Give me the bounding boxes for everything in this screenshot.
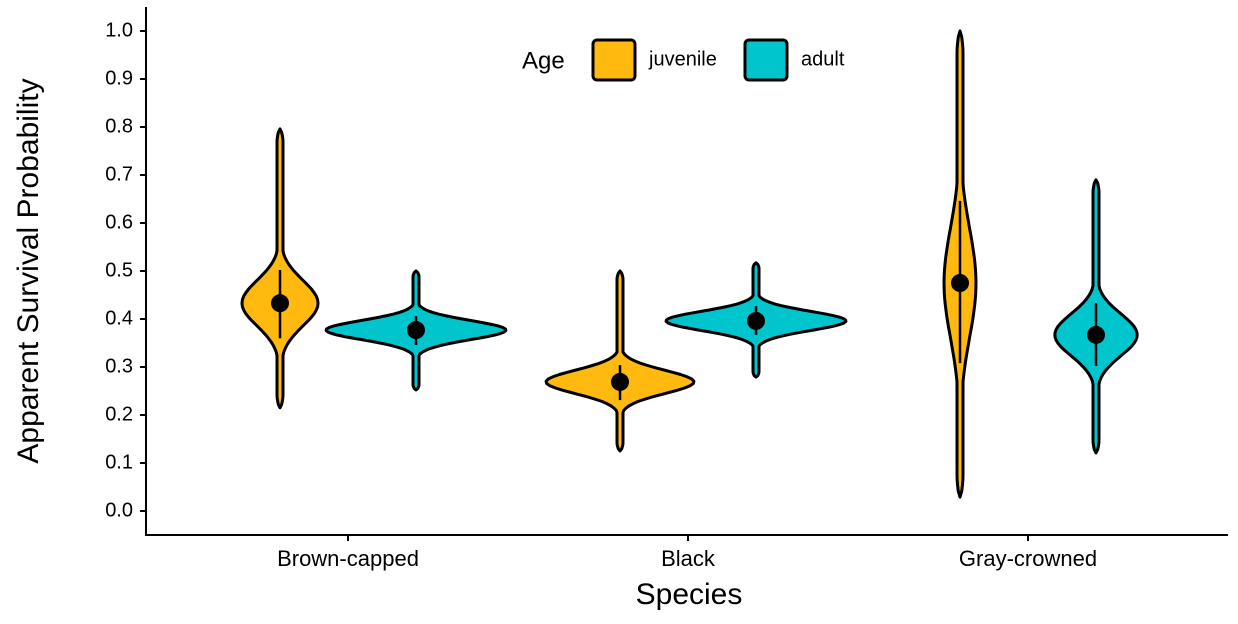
y-tick-label: 0.8: [105, 115, 133, 137]
mean-point: [1087, 325, 1105, 344]
y-tick-label: 0.5: [105, 259, 133, 281]
y-axis-title: Apparent Survival Probability: [12, 78, 45, 463]
violin: [544, 269, 696, 453]
y-tick-label: 0.2: [105, 403, 133, 425]
violin: [240, 127, 320, 410]
y-tick-label: 0.7: [105, 163, 133, 185]
y-tick-label: 0.0: [105, 499, 133, 521]
mean-point: [271, 294, 289, 313]
y-tick-label: 1.0: [105, 19, 133, 41]
legend-swatch: [591, 38, 637, 82]
y-tick-label: 0.9: [105, 67, 133, 89]
legend-label: juvenile: [648, 48, 717, 70]
x-tick-label: Brown-capped: [277, 546, 419, 571]
x-axis-title: Species: [636, 578, 743, 611]
mean-point: [611, 372, 629, 391]
legend-title: Age: [522, 47, 565, 74]
mean-point: [407, 321, 425, 340]
x-tick-label: Black: [661, 546, 716, 571]
x-tick-label: Gray-crowned: [959, 546, 1097, 571]
y-tick-label: 0.6: [105, 211, 133, 233]
y-tick-label: 0.4: [105, 307, 133, 329]
y-tick-label: 0.3: [105, 355, 133, 377]
legend-swatch: [743, 38, 789, 82]
mean-point: [951, 274, 969, 292]
y-tick-label: 0.1: [105, 451, 133, 473]
legend-label: adult: [801, 48, 845, 70]
mean-point: [747, 311, 765, 330]
